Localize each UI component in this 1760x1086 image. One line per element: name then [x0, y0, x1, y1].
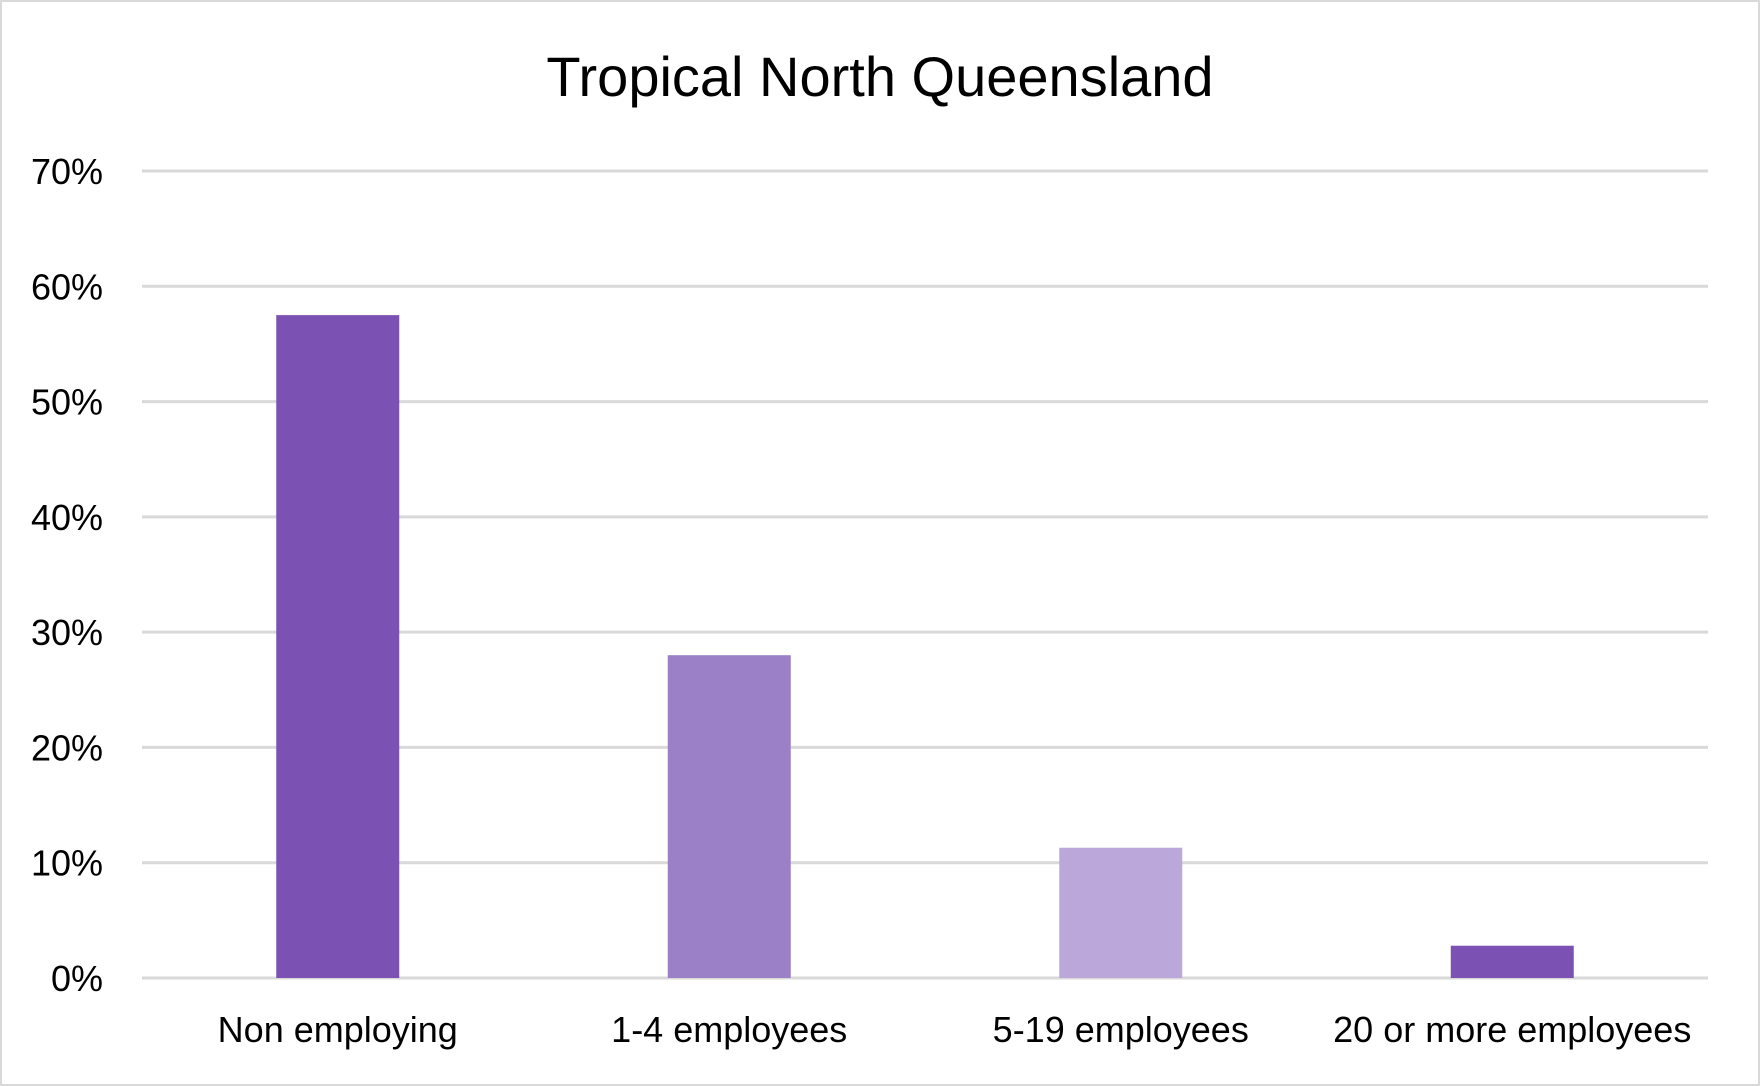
- x-category-label: Non employing: [218, 1009, 458, 1050]
- y-tick-label: 10%: [31, 843, 103, 884]
- bar: [667, 655, 791, 978]
- gridlines: [142, 169, 1708, 980]
- x-category-label: 5-19 employees: [993, 1009, 1249, 1050]
- y-axis-ticks: 0% 10% 20% 30% 40% 50% 60% 70%: [31, 151, 103, 999]
- x-category-label: 1-4 employees: [611, 1009, 847, 1050]
- bars: [276, 315, 1574, 978]
- y-tick-label: 40%: [31, 497, 103, 538]
- y-tick-label: 20%: [31, 727, 103, 768]
- bar: [1450, 945, 1574, 978]
- y-tick-label: 70%: [31, 151, 103, 192]
- y-tick-label: 60%: [31, 266, 103, 307]
- x-axis-categories: Non employing 1-4 employees 5-19 employees…: [218, 1009, 1692, 1050]
- y-tick-label: 50%: [31, 382, 103, 423]
- y-tick-label: 0%: [51, 958, 103, 999]
- chart-title: Tropical North Queensland: [546, 45, 1213, 108]
- x-category-label: 20 or more employees: [1333, 1009, 1691, 1050]
- y-tick-label: 30%: [31, 612, 103, 653]
- bar: [276, 315, 400, 978]
- bar: [1059, 847, 1183, 978]
